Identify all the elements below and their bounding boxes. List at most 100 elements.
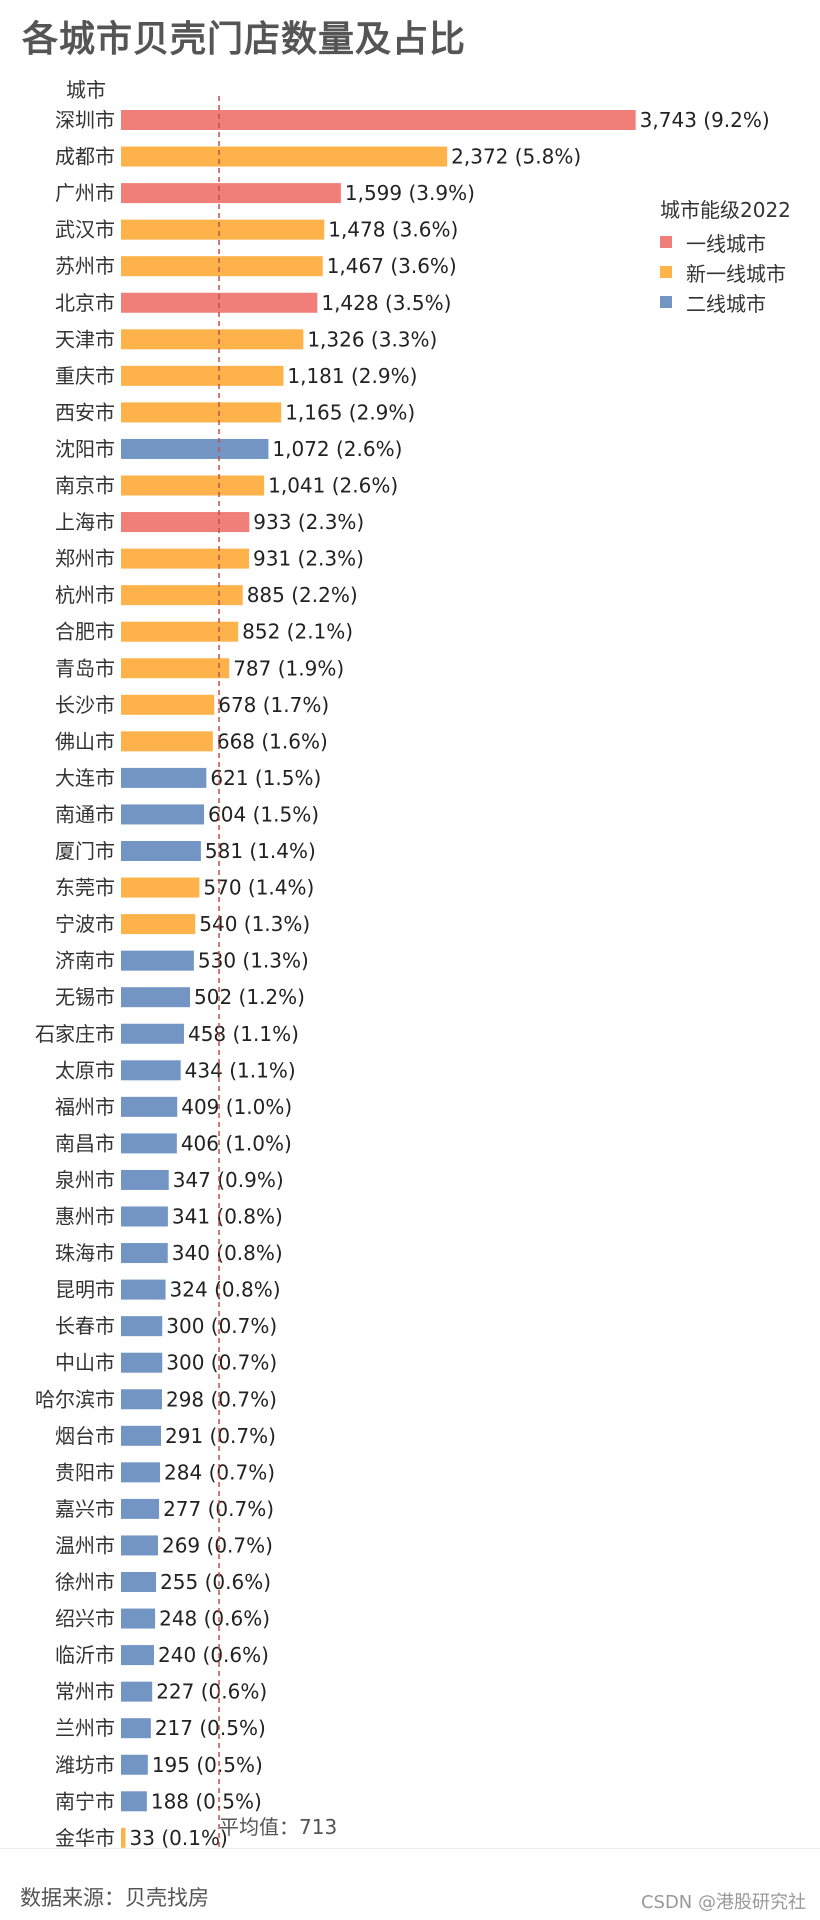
bar (121, 1206, 168, 1227)
bar (121, 146, 448, 167)
category-label: 大连市 (55, 766, 115, 790)
bar (121, 1498, 160, 1519)
legend-label: 二线城市 (686, 291, 766, 316)
data-label: 1,428 (3.5%) (321, 291, 451, 315)
category-label: 哈尔滨市 (35, 1387, 115, 1411)
category-label: 南京市 (55, 474, 115, 498)
category-label: 温州市 (55, 1533, 115, 1557)
data-label: 195 (0.5%) (152, 1753, 263, 1777)
legend-item-new-tier1: 新一线城市 (660, 257, 791, 287)
bar (121, 219, 325, 240)
data-label: 1,165 (2.9%) (285, 400, 415, 424)
data-label: 1,599 (3.9%) (345, 181, 475, 205)
bar (121, 658, 230, 679)
bar (121, 1352, 163, 1373)
category-label: 北京市 (55, 291, 115, 315)
bar (121, 1316, 163, 1337)
category-label: 烟台市 (55, 1424, 115, 1448)
data-label: 406 (1.0%) (181, 1131, 292, 1155)
category-label: 天津市 (55, 327, 115, 351)
data-label: 1,041 (2.6%) (268, 474, 398, 498)
data-label: 255 (0.6%) (160, 1570, 271, 1594)
category-label: 上海市 (55, 510, 115, 534)
bar (121, 804, 205, 825)
bar (121, 365, 284, 386)
bar (121, 292, 318, 313)
legend-label: 一线城市 (686, 231, 766, 256)
category-label: 苏州市 (55, 254, 115, 278)
category-label: 厦门市 (55, 839, 115, 863)
data-label: 852 (2.1%) (242, 620, 353, 644)
category-label: 南宁市 (55, 1789, 115, 1813)
data-label: 409 (1.0%) (181, 1095, 292, 1119)
bar (121, 1169, 169, 1190)
bar (121, 1462, 161, 1483)
data-label: 284 (0.7%) (164, 1460, 275, 1484)
bar (121, 1243, 168, 1264)
legend-item-tier1: 一线城市 (660, 227, 791, 257)
bar (121, 1827, 126, 1848)
category-label: 武汉市 (55, 218, 115, 242)
data-label: 2,372 (5.8%) (451, 145, 581, 169)
category-label: 福州市 (55, 1095, 115, 1119)
data-label: 458 (1.1%) (188, 1022, 299, 1046)
category-label: 泉州市 (55, 1168, 115, 1192)
data-label: 530 (1.3%) (198, 949, 309, 973)
bar (121, 1096, 178, 1117)
bar (121, 987, 191, 1008)
category-label: 长春市 (55, 1314, 115, 1338)
data-label: 1,326 (3.3%) (307, 327, 437, 351)
category-label: 徐州市 (55, 1570, 115, 1594)
data-label: 1,181 (2.9%) (287, 364, 417, 388)
data-label: 291 (0.7%) (165, 1424, 276, 1448)
data-label: 341 (0.8%) (172, 1205, 283, 1229)
bar (121, 1645, 154, 1666)
bar (121, 877, 200, 898)
data-label: 540 (1.3%) (199, 912, 310, 936)
watermark: CSDN @港股研究社 (640, 1892, 806, 1913)
category-label: 石家庄市 (35, 1022, 115, 1046)
category-label: 佛山市 (55, 729, 115, 753)
data-label: 787 (1.9%) (233, 656, 344, 680)
bar (121, 1133, 177, 1154)
bar (121, 1535, 158, 1556)
category-label: 西安市 (55, 400, 115, 424)
average-label: 平均值：713 (219, 1815, 337, 1839)
bar (121, 621, 239, 642)
bar (121, 767, 207, 788)
category-label: 临沂市 (55, 1643, 115, 1667)
data-label: 248 (0.6%) (159, 1607, 270, 1631)
category-label: 兰州市 (55, 1716, 115, 1740)
bar (121, 1608, 156, 1629)
data-label: 298 (0.7%) (166, 1387, 277, 1411)
category-label: 绍兴市 (55, 1607, 115, 1631)
category-label: 嘉兴市 (55, 1497, 115, 1521)
bar (121, 841, 201, 861)
bar (121, 1754, 148, 1775)
data-label: 604 (1.5%) (208, 802, 319, 826)
data-label: 1,467 (3.6%) (327, 254, 457, 278)
legend-label: 新一线城市 (686, 261, 786, 286)
category-label: 无锡市 (55, 985, 115, 1009)
category-label: 合肥市 (55, 620, 115, 644)
bar (121, 183, 341, 204)
legend-swatch-icon (660, 266, 672, 278)
data-label: 340 (0.8%) (172, 1241, 283, 1265)
data-label: 621 (1.5%) (210, 766, 321, 790)
data-label: 931 (2.3%) (253, 547, 364, 571)
bar (121, 1718, 151, 1739)
bar (121, 512, 250, 533)
category-label: 南通市 (55, 802, 115, 826)
category-label: 沈阳市 (55, 437, 115, 461)
category-label: 南昌市 (55, 1131, 115, 1155)
category-label: 太原市 (55, 1058, 115, 1082)
category-label: 重庆市 (55, 364, 115, 388)
data-label: 570 (1.4%) (203, 876, 314, 900)
data-label: 668 (1.6%) (217, 729, 328, 753)
bar (121, 1791, 147, 1812)
data-label: 300 (0.7%) (166, 1314, 277, 1338)
bar (121, 438, 269, 459)
data-label: 324 (0.8%) (170, 1278, 281, 1302)
bar (121, 548, 250, 569)
